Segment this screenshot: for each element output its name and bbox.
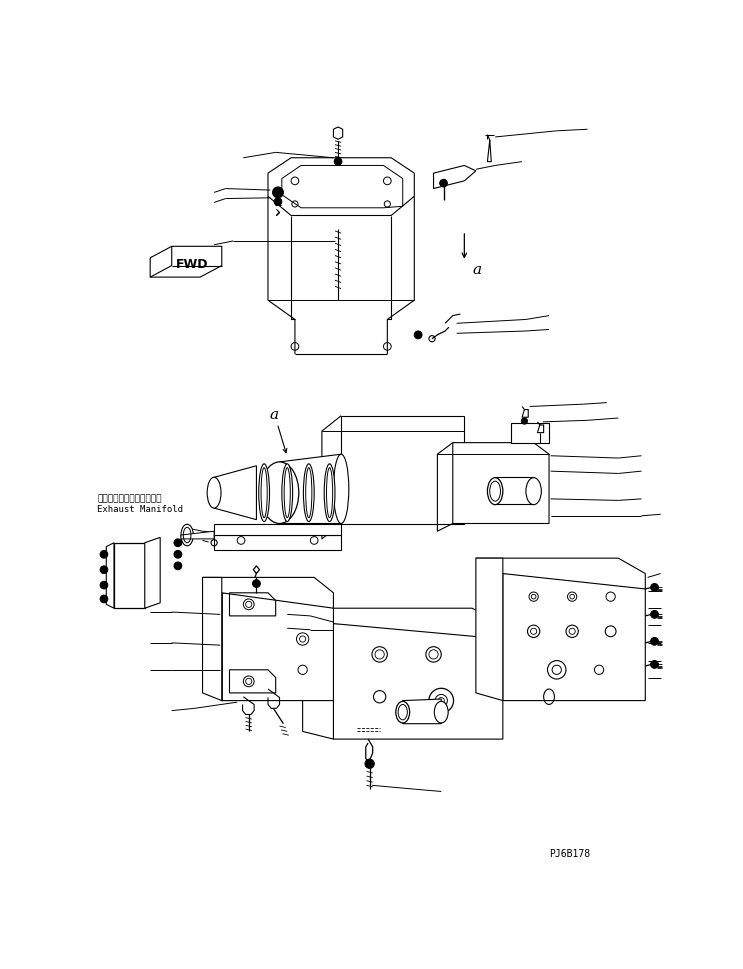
Circle shape	[100, 596, 108, 603]
Polygon shape	[433, 167, 476, 189]
Text: a: a	[270, 408, 279, 422]
Ellipse shape	[324, 464, 335, 522]
Polygon shape	[114, 544, 145, 609]
Ellipse shape	[526, 478, 542, 505]
Polygon shape	[341, 417, 464, 524]
Text: FWD: FWD	[175, 258, 208, 270]
Polygon shape	[302, 609, 503, 640]
Polygon shape	[221, 593, 334, 701]
Circle shape	[174, 562, 182, 570]
Circle shape	[651, 610, 658, 618]
Polygon shape	[203, 578, 221, 701]
Ellipse shape	[260, 462, 299, 524]
Circle shape	[273, 188, 283, 199]
Circle shape	[100, 581, 108, 589]
Polygon shape	[203, 578, 334, 609]
Polygon shape	[476, 558, 645, 589]
Polygon shape	[214, 524, 341, 536]
Polygon shape	[503, 574, 645, 701]
Polygon shape	[106, 544, 114, 609]
Polygon shape	[495, 478, 533, 505]
Polygon shape	[476, 558, 503, 701]
Ellipse shape	[435, 702, 448, 723]
Circle shape	[415, 331, 422, 339]
Text: Exhaust Manifold: Exhaust Manifold	[97, 504, 183, 513]
Text: a: a	[472, 264, 481, 277]
Ellipse shape	[396, 702, 409, 723]
Polygon shape	[181, 532, 214, 540]
Circle shape	[334, 159, 342, 167]
Circle shape	[365, 760, 374, 768]
Polygon shape	[302, 609, 334, 739]
Ellipse shape	[487, 478, 503, 505]
Circle shape	[174, 540, 182, 547]
Circle shape	[174, 551, 182, 558]
Polygon shape	[452, 443, 549, 524]
Circle shape	[651, 584, 658, 592]
Text: PJ6B178: PJ6B178	[549, 848, 590, 859]
Ellipse shape	[259, 464, 270, 522]
Circle shape	[440, 180, 447, 188]
Text: エキゾーストマニホールド: エキゾーストマニホールド	[97, 494, 161, 503]
Circle shape	[253, 580, 260, 588]
Polygon shape	[334, 624, 503, 739]
Polygon shape	[279, 454, 341, 524]
Polygon shape	[403, 700, 441, 724]
Circle shape	[651, 638, 658, 645]
Ellipse shape	[334, 454, 348, 524]
Circle shape	[522, 419, 528, 424]
Ellipse shape	[282, 464, 293, 522]
Circle shape	[274, 199, 282, 206]
Polygon shape	[214, 466, 256, 520]
Circle shape	[100, 566, 108, 574]
Polygon shape	[510, 424, 549, 443]
Ellipse shape	[207, 478, 221, 509]
Polygon shape	[145, 538, 160, 609]
Circle shape	[100, 551, 108, 558]
Circle shape	[651, 661, 658, 669]
Ellipse shape	[303, 464, 314, 522]
Ellipse shape	[181, 525, 193, 547]
Polygon shape	[268, 159, 415, 216]
